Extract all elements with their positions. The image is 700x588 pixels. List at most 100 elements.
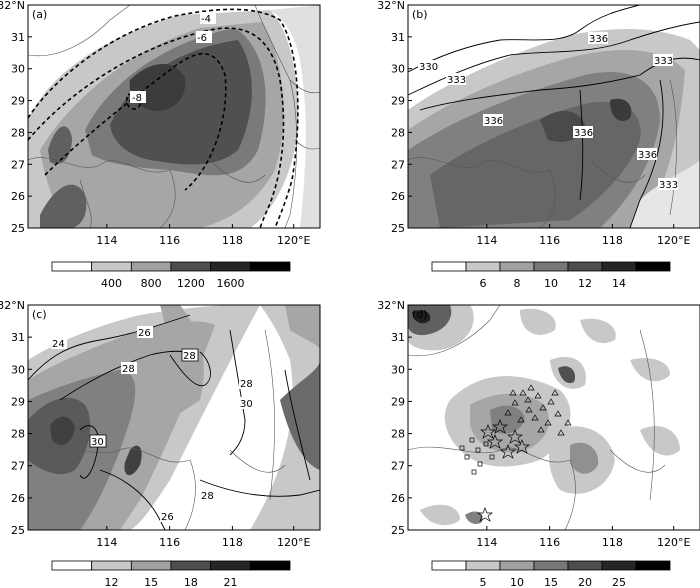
y-tick-label: 31	[391, 331, 405, 344]
contour-label: 330	[419, 62, 438, 73]
contour-label: 26	[138, 328, 151, 339]
panel-d-boundaries	[408, 305, 666, 530]
contour-label: -6	[197, 33, 207, 44]
colorbar-segment	[499, 261, 535, 272]
panel-c-map-fill	[28, 305, 320, 530]
axis-ticks: 32°N 31 30 29 28 27 26 25 114 116 118 120°E 32°N 31 30…	[0, 0, 690, 549]
panel-a-contour-labels: -4 -6 -8	[130, 12, 216, 104]
y-tick-label: 31	[11, 31, 25, 44]
colorbar-segment	[533, 261, 569, 272]
colorbar-segment	[567, 560, 603, 571]
contour-label: 28	[122, 364, 135, 375]
colorbar-label: 10	[510, 576, 524, 588]
contour-label: 24	[52, 339, 65, 350]
triangle-markers	[504, 384, 572, 436]
x-tick-label: 114	[476, 536, 497, 549]
colorbar-label: 14	[612, 277, 626, 290]
colorbar-segment	[533, 560, 569, 571]
y-tick-label: 26	[11, 190, 25, 203]
colorbar-segment	[130, 261, 172, 272]
x-tick-label: 120°E	[277, 234, 310, 247]
colorbar-label: 15	[544, 576, 558, 588]
y-tick-label: 28	[11, 126, 25, 139]
y-tick-label: 27	[391, 460, 405, 473]
y-tick-label: 32°N	[377, 0, 405, 12]
contour-label: 28	[201, 491, 214, 502]
colorbar-label: 6	[480, 277, 487, 290]
x-tick-label: 114	[96, 234, 117, 247]
x-tick-label: 116	[539, 234, 560, 247]
panel-b: 330 333 336 336 336 333 336 333 (b)	[407, 4, 700, 229]
y-tick-label: 27	[11, 460, 25, 473]
x-tick-label: 118	[602, 234, 623, 247]
colorbar-label: 5	[480, 576, 487, 588]
contour-label: 336	[574, 128, 593, 139]
panel-c-frame	[27, 304, 321, 531]
contour-label: -4	[201, 14, 211, 25]
y-tick-label: 26	[391, 190, 405, 203]
y-tick-label: 30	[11, 363, 25, 376]
panel-b-boundaries	[408, 79, 678, 228]
x-tick-label: 116	[159, 536, 180, 549]
panel-c-boundaries	[28, 329, 286, 530]
contour-label: 28	[183, 351, 196, 362]
panel-d-stations	[459, 384, 572, 522]
contour-label: 30	[91, 437, 104, 448]
panel-a-frame	[27, 4, 321, 229]
colorbar-label: 10	[544, 277, 558, 290]
colorbar-label: 1200	[177, 277, 205, 290]
y-tick-label: 26	[11, 492, 25, 505]
colorbar-segment	[130, 560, 172, 571]
panel-b-map-fill	[408, 5, 700, 228]
colorbar-segment	[567, 261, 603, 272]
colorbar-label: 800	[141, 277, 162, 290]
square-markers	[459, 437, 495, 475]
colorbar-segment	[465, 560, 501, 571]
x-tick-label: 114	[476, 234, 497, 247]
y-tick-label: 25	[11, 222, 25, 235]
star-markers	[476, 419, 531, 522]
colorbar-segment	[601, 261, 637, 272]
contour-label: 336	[638, 150, 657, 161]
x-tick-label: 120°E	[277, 536, 310, 549]
panel-d-label: (d)	[412, 308, 428, 321]
panel-b-label: (b)	[412, 8, 428, 21]
colorbar-segment	[170, 261, 212, 272]
y-tick-label: 30	[391, 363, 405, 376]
y-tick-label: 32°N	[377, 299, 405, 312]
panel-b-frame	[407, 4, 700, 229]
colorbar-segment	[635, 560, 671, 571]
colorbar-segment	[170, 560, 212, 571]
colorbar-segment	[91, 560, 132, 571]
x-tick-label: 118	[222, 536, 243, 549]
x-tick-label: 118	[602, 536, 623, 549]
y-tick-label: 25	[391, 524, 405, 537]
contour-label: 333	[654, 56, 673, 67]
colorbar-segment	[210, 261, 251, 272]
contour-label: 26	[161, 512, 174, 523]
contour-label: 336	[484, 116, 503, 127]
contour-label: 30	[240, 399, 253, 410]
colorbar-label: 25	[612, 576, 626, 588]
y-tick-label: 30	[11, 63, 25, 76]
colorbar-segment	[249, 261, 291, 272]
colorbar-label: 400	[101, 277, 122, 290]
x-tick-label: 118	[222, 234, 243, 247]
panel-c-contour-labels: 24 26 28 28 30 28 30 28 26	[51, 326, 255, 523]
y-tick-label: 28	[11, 428, 25, 441]
x-tick-label: 116	[159, 234, 180, 247]
y-tick-label: 29	[391, 95, 405, 108]
y-tick-label: 32°N	[0, 299, 25, 312]
colorbar-label: 8	[514, 277, 521, 290]
panel-b-contour-labels: 330 333 336 336 336 333 336 333	[418, 32, 678, 191]
colorbar-segment	[51, 261, 93, 272]
y-tick-label: 32°N	[0, 0, 25, 12]
y-tick-label: 31	[11, 331, 25, 344]
colorbars: 400 800 1200 1600 6 8 10 12 14 12 15 18 21 5 10 15 20 25	[51, 261, 671, 588]
colorbar-segment	[91, 261, 132, 272]
y-tick-label: 27	[11, 158, 25, 171]
colorbar-label: 1600	[217, 277, 245, 290]
colorbar-segment	[431, 261, 467, 272]
y-tick-label: 27	[391, 158, 405, 171]
